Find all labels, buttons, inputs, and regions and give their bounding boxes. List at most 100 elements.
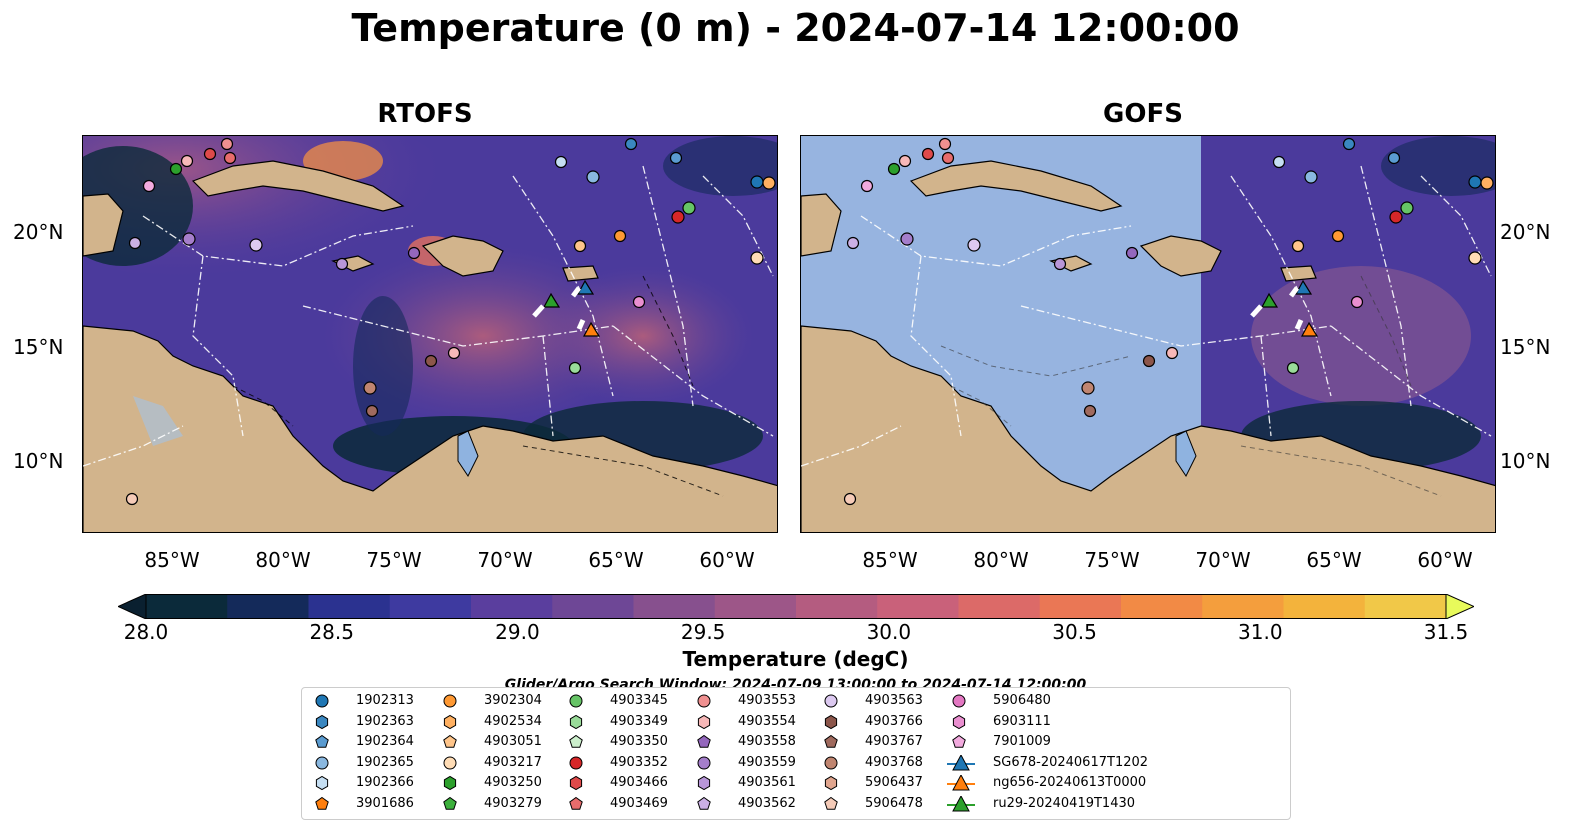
legend-item-label: 1902364 bbox=[356, 734, 414, 749]
colorbar-over-arrow bbox=[1445, 593, 1476, 620]
rtofs-map-graphic bbox=[83, 136, 777, 532]
pentagon-marker-icon bbox=[697, 796, 711, 810]
legend-item-label: 4903558 bbox=[738, 734, 796, 749]
circle-marker-icon bbox=[952, 694, 966, 708]
legend-item-label: 4903250 bbox=[484, 775, 542, 790]
legend-marker-shape bbox=[952, 714, 966, 729]
colorbar-segment bbox=[796, 594, 878, 619]
lat-label-20n-right: 20°N bbox=[1500, 220, 1551, 244]
legend-marker-shape bbox=[569, 734, 583, 748]
colorbar-segment bbox=[1202, 594, 1284, 619]
legend-marker-shape bbox=[315, 734, 329, 748]
hexagon-marker-icon bbox=[952, 714, 966, 729]
lon-label-85w-right: 85°W bbox=[862, 548, 918, 572]
colorbar-tick-label: 30.0 bbox=[866, 620, 912, 644]
pentagon-marker-icon bbox=[569, 734, 583, 748]
legend-marker-shape bbox=[697, 694, 711, 708]
legend-item-label: SG678-20240617T1202 bbox=[993, 754, 1149, 770]
lat-label-15n-left: 15°N bbox=[13, 335, 64, 359]
circle-marker-icon bbox=[824, 694, 838, 708]
colorbar-frame bbox=[145, 594, 1447, 619]
legend-marker-shape bbox=[952, 754, 970, 770]
legend-item-label: 4903279 bbox=[484, 795, 542, 811]
legend-item-label: 3902304 bbox=[484, 693, 542, 708]
gofs-map[interactable] bbox=[800, 135, 1496, 533]
legend-item-label: 4903051 bbox=[484, 734, 542, 749]
lon-label-70w: 70°W bbox=[477, 548, 533, 572]
colorbar-segment bbox=[471, 594, 553, 619]
legend-marker-shape bbox=[824, 756, 838, 769]
legend-marker-shape bbox=[315, 694, 329, 708]
legend-item-label: 1902366 bbox=[356, 775, 414, 790]
colorbar-segment bbox=[1283, 594, 1366, 619]
legend-box: 1902313 1902363 1902364 1902365 1902366 39016… bbox=[301, 687, 1291, 820]
legend-marker-shape bbox=[824, 734, 838, 748]
gofs-map-graphic bbox=[801, 136, 1495, 532]
circle-marker-icon bbox=[315, 694, 329, 708]
lon-label-75w-right: 75°W bbox=[1084, 548, 1140, 572]
legend-marker-shape bbox=[697, 756, 711, 769]
colorbar-segment bbox=[1121, 594, 1203, 619]
legend-marker-shape bbox=[824, 694, 838, 708]
lat-label-15n-right: 15°N bbox=[1500, 335, 1551, 359]
legend-marker-shape bbox=[315, 756, 329, 769]
legend-item-label: 4903466 bbox=[610, 775, 668, 790]
legend-marker-shape bbox=[443, 714, 457, 729]
pentagon-marker-icon bbox=[443, 796, 457, 810]
circle-marker-icon bbox=[697, 756, 711, 769]
legend-item-label: 4903554 bbox=[738, 713, 796, 729]
colorbar-segment bbox=[714, 594, 797, 619]
legend-item-label: 3901686 bbox=[356, 795, 414, 811]
pentagon-marker-icon bbox=[569, 796, 583, 810]
circle-marker-icon bbox=[697, 694, 711, 708]
hexagon-marker-icon bbox=[443, 714, 457, 729]
lat-label-20n-left: 20°N bbox=[13, 220, 64, 244]
lon-label-80w: 80°W bbox=[255, 548, 311, 572]
triangle-line-marker-icon bbox=[947, 754, 975, 770]
colorbar-tick-label: 29.0 bbox=[495, 620, 540, 644]
legend-item-label: 4903562 bbox=[738, 795, 796, 811]
circle-marker-icon bbox=[315, 756, 329, 769]
hexagon-marker-icon bbox=[697, 714, 711, 729]
circle-marker-icon bbox=[569, 756, 583, 769]
legend-marker-shape bbox=[952, 795, 970, 811]
legend-marker-shape bbox=[824, 775, 838, 791]
colorbar-tick-label: 28.0 bbox=[123, 620, 169, 644]
hexagon-marker-icon bbox=[315, 775, 329, 791]
legend-item-label: 7901009 bbox=[993, 734, 1051, 749]
panel-title-rtofs: RTOFS bbox=[377, 99, 473, 129]
legend-item-label: 5906480 bbox=[993, 693, 1051, 708]
legend-item-label: 4903766 bbox=[865, 713, 923, 729]
colorbar-graphic bbox=[116, 593, 1476, 620]
colorbar-tick-label: 31.5 bbox=[1423, 620, 1469, 644]
rtofs-map[interactable] bbox=[82, 135, 778, 533]
lon-label-85w: 85°W bbox=[144, 548, 200, 572]
colorbar-tick-label: 31.0 bbox=[1238, 620, 1283, 644]
legend-item-label: 4902534 bbox=[484, 713, 542, 729]
figure-title: Temperature (0 m) - 2024-07-14 12:00:00 bbox=[351, 6, 1240, 50]
lon-label-80w-right: 80°W bbox=[973, 548, 1029, 572]
circle-marker-icon bbox=[443, 756, 457, 769]
hexagon-marker-icon bbox=[569, 714, 583, 729]
legend-item-label: 4903559 bbox=[738, 754, 796, 770]
colorbar-segment bbox=[877, 594, 959, 619]
legend-item-label: 4903217 bbox=[484, 754, 542, 770]
legend-marker-shape bbox=[569, 756, 583, 769]
pentagon-marker-icon bbox=[315, 796, 329, 810]
colorbar-segment bbox=[146, 594, 228, 619]
legend-item-label: 5906437 bbox=[865, 775, 923, 790]
legend-marker-shape bbox=[569, 796, 583, 810]
colorbar-segment bbox=[389, 594, 472, 619]
legend-item-label: 4903563 bbox=[865, 693, 923, 708]
legend-item-label: 1902365 bbox=[356, 754, 414, 770]
legend-marker-shape bbox=[443, 756, 457, 769]
legend-item-label: 4903767 bbox=[865, 734, 923, 749]
colorbar-under-arrow bbox=[116, 593, 147, 620]
legend-marker-shape bbox=[952, 694, 966, 708]
legend-marker-shape bbox=[824, 714, 838, 729]
legend-item-label: 6903111 bbox=[993, 713, 1051, 729]
legend-marker-shape bbox=[697, 734, 711, 748]
colorbar-segment bbox=[552, 594, 634, 619]
lon-label-60w: 60°W bbox=[699, 548, 755, 572]
lon-label-75w: 75°W bbox=[366, 548, 422, 572]
